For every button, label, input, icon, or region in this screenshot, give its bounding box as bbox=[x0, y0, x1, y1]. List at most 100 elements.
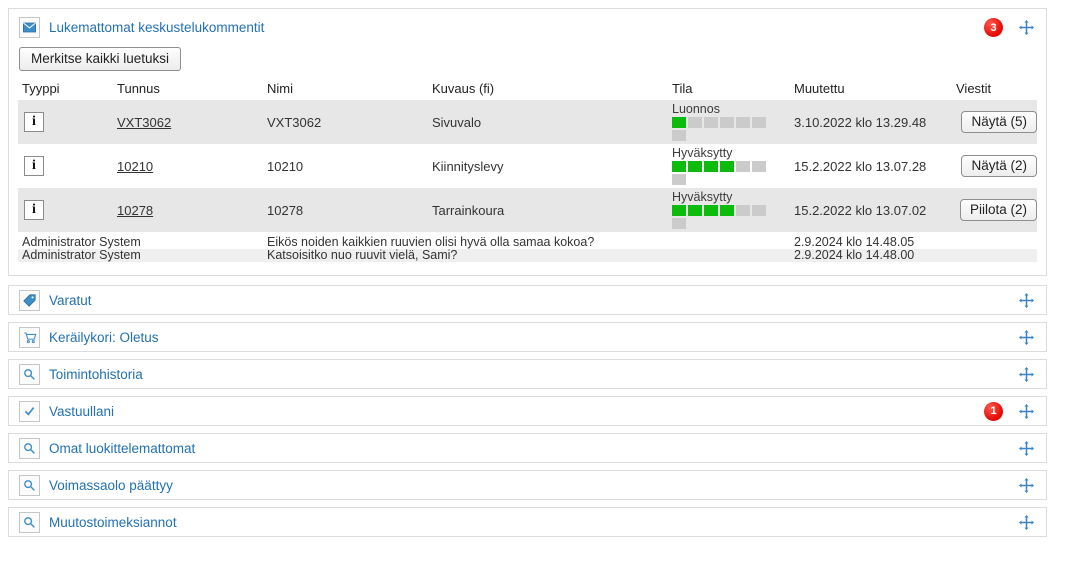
status-segment bbox=[736, 204, 750, 216]
cell-tyyppi: i bbox=[18, 144, 113, 188]
info-icon[interactable]: i bbox=[24, 156, 44, 176]
status-segment bbox=[704, 160, 718, 172]
count-badge: 1 bbox=[984, 401, 1003, 421]
collapsed-panel-ker-ilykori-oletus[interactable]: Keräilykori: Oletus bbox=[8, 322, 1047, 352]
item-name: VXT3062 bbox=[267, 114, 322, 130]
move-icon[interactable] bbox=[1018, 329, 1034, 345]
panel-unread-comments: Lukemattomat keskustelukommentit 3 Merki… bbox=[8, 8, 1047, 276]
status-label: Luonnos bbox=[672, 101, 720, 116]
cell-viestit: Näytä (2) bbox=[952, 144, 1037, 188]
info-icon[interactable]: i bbox=[24, 200, 44, 220]
panel-title[interactable]: Keräilykori: Oletus bbox=[49, 329, 159, 345]
status-label: Hyväksytty bbox=[672, 189, 733, 204]
collapsed-panel-varatut[interactable]: Varatut bbox=[8, 285, 1047, 315]
cell-nimi: 10210 bbox=[263, 144, 428, 188]
modified-timestamp: 3.10.2022 klo 13.29.48 bbox=[794, 114, 927, 130]
info-icon[interactable]: i bbox=[24, 112, 44, 132]
panel-unread-header: Lukemattomat keskustelukommentit 3 bbox=[9, 9, 1046, 43]
move-icon[interactable] bbox=[1018, 403, 1034, 419]
collapsed-panel-vastuullani[interactable]: Vastuullani 1 bbox=[8, 396, 1047, 426]
status-segment bbox=[704, 204, 718, 216]
move-icon[interactable] bbox=[1018, 366, 1034, 382]
item-description: Kiinnityslevy bbox=[432, 158, 504, 174]
modified-timestamp: 15.2.2022 klo 13.07.02 bbox=[794, 202, 927, 218]
column-header-tunnus: Tunnus bbox=[117, 81, 160, 96]
cell-nimi: VXT3062 bbox=[263, 100, 428, 144]
move-icon[interactable] bbox=[1018, 20, 1034, 36]
column-header-muutettu: Muutettu bbox=[794, 81, 845, 96]
comment-text: Eikös noiden kaikkien ruuvien olisi hyvä… bbox=[267, 236, 595, 249]
show-messages-button[interactable]: Näytä (5) bbox=[961, 111, 1037, 133]
comment-row: Administrator System Katsoisitko nuo ruu… bbox=[18, 249, 1037, 262]
collapsed-panels: Varatut Keräilykori: Oletus Toimintohist… bbox=[8, 285, 1078, 537]
comment-author: Administrator System bbox=[22, 249, 141, 262]
cell-tyyppi: i bbox=[18, 100, 113, 144]
panel-title[interactable]: Voimassaolo päättyy bbox=[49, 477, 173, 493]
move-icon[interactable] bbox=[1018, 440, 1034, 456]
table-row: i VXT3062 VXT3062 Sivuvalo Luonnos 3.10.… bbox=[18, 100, 1037, 144]
comment-row: Administrator System Eikös noiden kaikki… bbox=[18, 236, 1037, 249]
mark-all-read-button[interactable]: Merkitse kaikki luetuksi bbox=[19, 47, 182, 71]
status-segment bbox=[688, 116, 702, 128]
status-segment bbox=[704, 116, 718, 128]
cell-kuvaus: Tarrainkoura bbox=[428, 188, 668, 232]
item-name: 10210 bbox=[267, 158, 304, 174]
status-segment bbox=[752, 160, 766, 172]
item-id-link[interactable]: VXT3062 bbox=[117, 114, 172, 130]
status-label: Hyväksytty bbox=[672, 145, 733, 160]
column-header-tila: Tila bbox=[672, 81, 693, 96]
collapsed-panel-voimassaolo-p-ttyy[interactable]: Voimassaolo päättyy bbox=[8, 470, 1047, 500]
move-icon[interactable] bbox=[1018, 292, 1034, 308]
cell-tunnus: 10210 bbox=[113, 144, 263, 188]
item-description: Tarrainkoura bbox=[432, 202, 505, 218]
panel-title[interactable]: Toimintohistoria bbox=[49, 366, 143, 382]
cell-muutettu: 15.2.2022 klo 13.07.02 bbox=[790, 188, 952, 232]
column-header-tyyppi: Tyyppi bbox=[22, 81, 60, 96]
panel-title[interactable]: Varatut bbox=[49, 292, 92, 308]
cell-muutettu: 15.2.2022 klo 13.07.28 bbox=[790, 144, 952, 188]
status-segment bbox=[752, 204, 766, 216]
status-segment bbox=[672, 129, 686, 141]
comment-text: Katsoisitko nuo ruuvit vielä, Sami? bbox=[267, 249, 458, 262]
cell-tila: Luonnos bbox=[668, 100, 790, 144]
panel-title[interactable]: Omat luokittelemattomat bbox=[49, 440, 196, 456]
status-segment bbox=[672, 217, 686, 229]
status-segment bbox=[720, 204, 734, 216]
status-segment bbox=[672, 204, 686, 216]
status-progress bbox=[672, 204, 769, 231]
status-segment bbox=[672, 160, 686, 172]
dashboard-page: Lukemattomat keskustelukommentit 3 Merki… bbox=[8, 8, 1078, 537]
status-segment bbox=[688, 160, 702, 172]
panel-title[interactable]: Vastuullani bbox=[49, 403, 115, 419]
column-header-nimi: Nimi bbox=[267, 81, 293, 96]
column-header-viestit: Viestit bbox=[956, 81, 992, 96]
status-progress bbox=[672, 116, 769, 143]
status-segment bbox=[688, 204, 702, 216]
move-icon[interactable] bbox=[1018, 477, 1034, 493]
cart-icon bbox=[19, 326, 40, 348]
show-messages-button[interactable]: Näytä (2) bbox=[961, 155, 1037, 177]
item-name: 10278 bbox=[267, 202, 304, 218]
cell-nimi: 10278 bbox=[263, 188, 428, 232]
item-description: Sivuvalo bbox=[432, 114, 482, 130]
cell-tunnus: VXT3062 bbox=[113, 100, 263, 144]
tag-icon bbox=[19, 289, 40, 311]
comment-date: 2.9.2024 klo 14.48.00 bbox=[794, 249, 915, 262]
cell-viestit: Piilota (2) bbox=[952, 188, 1037, 232]
panel-title[interactable]: Lukemattomat keskustelukommentit bbox=[49, 20, 265, 35]
item-id-link[interactable]: 10278 bbox=[117, 202, 154, 218]
collapsed-panel-muutostoimeksiannot[interactable]: Muutostoimeksiannot bbox=[8, 507, 1047, 537]
cell-tila: Hyväksytty bbox=[668, 144, 790, 188]
search-icon bbox=[19, 474, 40, 496]
move-icon[interactable] bbox=[1018, 514, 1034, 530]
show-messages-button[interactable]: Piilota (2) bbox=[959, 199, 1037, 221]
collapsed-panel-omat-luokittelemattomat[interactable]: Omat luokittelemattomat bbox=[8, 433, 1047, 463]
table-row: i 10210 10210 Kiinnityslevy Hyväksytty 1… bbox=[18, 144, 1037, 188]
status-segment bbox=[720, 160, 734, 172]
item-id-link[interactable]: 10210 bbox=[117, 158, 154, 174]
search-icon bbox=[19, 511, 40, 533]
unread-count-badge: 3 bbox=[984, 18, 1003, 37]
collapsed-panel-toimintohistoria[interactable]: Toimintohistoria bbox=[8, 359, 1047, 389]
status-progress bbox=[672, 160, 769, 187]
panel-title[interactable]: Muutostoimeksiannot bbox=[49, 514, 177, 530]
